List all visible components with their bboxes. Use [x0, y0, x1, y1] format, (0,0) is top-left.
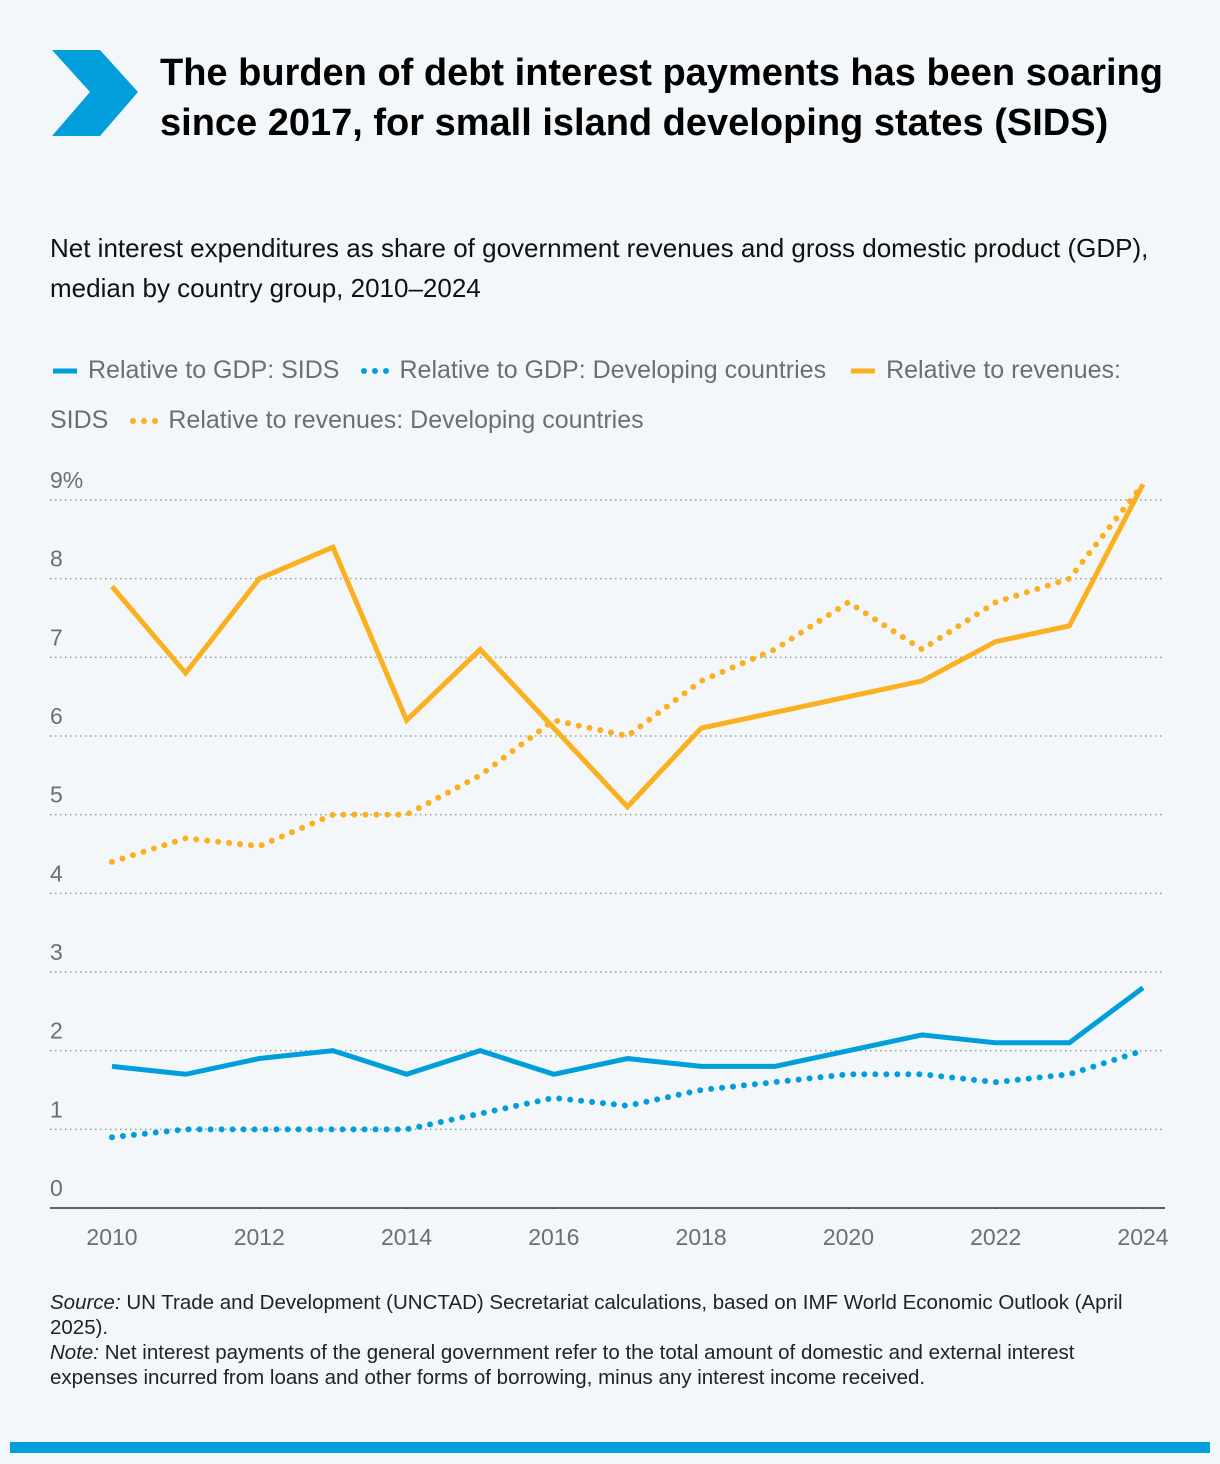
y-tick-label: 6: [50, 703, 63, 729]
y-tick-label: 5: [50, 782, 63, 808]
x-tick-label: 2016: [528, 1224, 579, 1250]
series-line: [111, 985, 1145, 1077]
legend-item: Relative to revenues: Developing countri…: [130, 406, 644, 434]
x-tick-label: 2012: [234, 1224, 285, 1250]
legend-swatch: [130, 418, 161, 425]
legend-label: Relative to GDP: SIDS: [88, 356, 340, 384]
y-tick-label: 8: [50, 546, 63, 572]
y-tick-label: 4: [50, 860, 63, 886]
y-tick-label: 7: [50, 624, 63, 650]
note-text: Net interest payments of the general gov…: [50, 1341, 1075, 1389]
y-tick-label: 3: [50, 939, 63, 965]
source-text: UN Trade and Development (UNCTAD) Secret…: [50, 1291, 1123, 1339]
x-tick-label: 2022: [970, 1224, 1021, 1250]
legend-item: Relative to revenues: SIDS: [50, 356, 1121, 434]
y-tick-label: 9%: [50, 467, 83, 493]
legend-item: Relative to GDP: Developing countries: [361, 356, 826, 384]
x-tick-label: 2024: [1117, 1224, 1168, 1250]
legend-item: Relative to GDP: SIDS: [50, 356, 339, 384]
x-tick-label: 2020: [823, 1224, 874, 1250]
y-tick-label: 1: [50, 1096, 63, 1122]
legend-swatch: [53, 368, 77, 374]
chart-subtitle: Net interest expenditures as share of go…: [50, 233, 1149, 303]
source-label: Source:: [50, 1291, 121, 1314]
legend: Relative to GDP: SIDS Relative to GDP: De…: [50, 345, 1150, 445]
x-tick-label: 2014: [381, 1224, 432, 1250]
series-line: [109, 1047, 1146, 1141]
legend-label: Relative to revenues: SIDS: [50, 356, 1121, 434]
series-line: [109, 481, 1146, 865]
source: Source: UN Trade and Development (UNCTAD…: [50, 1290, 1160, 1340]
chart-title: The burden of debt interest payments has…: [160, 52, 1163, 144]
legend-swatch: [851, 368, 876, 374]
y-tick-label: 2: [50, 1018, 63, 1044]
note: Note: Net interest payments of the gener…: [50, 1340, 1160, 1390]
series-line: [110, 483, 1146, 811]
bottom-bar: [10, 1442, 1210, 1453]
legend-label: Relative to revenues: Developing countri…: [168, 406, 644, 434]
y-tick-label: 0: [50, 1175, 63, 1201]
x-tick-label: 2018: [676, 1224, 727, 1250]
legend-label: Relative to GDP: Developing countries: [399, 356, 827, 384]
x-tick-label: 2010: [86, 1224, 137, 1250]
notes: Source: UN Trade and Development (UNCTAD…: [50, 1290, 1160, 1390]
legend-swatch: [361, 368, 392, 375]
chevron-icon: [52, 50, 138, 136]
note-label: Note:: [50, 1341, 99, 1364]
